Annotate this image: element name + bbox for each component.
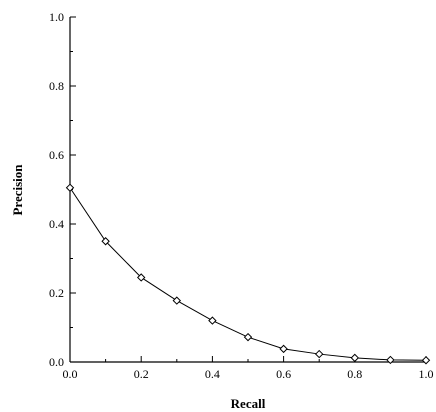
y-tick-label: 1.0 <box>49 10 64 24</box>
data-point-marker <box>386 355 395 365</box>
x-tick-label: 0.6 <box>276 367 291 381</box>
series-group <box>65 183 431 365</box>
data-point-marker <box>279 344 288 354</box>
y-tick-label: 0.2 <box>49 286 64 300</box>
data-point-marker <box>350 353 360 363</box>
y-axis-title: Precision <box>10 164 25 216</box>
data-point-marker <box>101 237 110 246</box>
axes: 0.0 0.2 0.4 0.6 0.8 1.0 0.0 0.2 0.4 0.6 0.8 1.0 <box>49 10 434 381</box>
y-tick-label: 0.0 <box>49 355 64 369</box>
y-tick-label: 0.4 <box>49 217 64 231</box>
x-axis-title: Recall <box>231 396 266 411</box>
y-tick-label: 0.8 <box>49 79 64 93</box>
data-point-marker <box>208 316 217 325</box>
x-tick-label: 0.4 <box>205 367 220 381</box>
data-point-marker <box>314 349 324 359</box>
x-tick-label: 1.0 <box>419 367 434 381</box>
data-point-marker <box>243 332 253 342</box>
x-tick-label: 0.0 <box>63 367 78 381</box>
x-tick-label: 0.2 <box>134 367 149 381</box>
data-point-marker <box>65 183 75 192</box>
data-point-marker <box>172 296 182 305</box>
y-tick-label: 0.6 <box>49 148 64 162</box>
data-point-marker <box>421 356 431 365</box>
data-point-marker <box>136 273 146 282</box>
x-tick-label: 0.8 <box>347 367 362 381</box>
